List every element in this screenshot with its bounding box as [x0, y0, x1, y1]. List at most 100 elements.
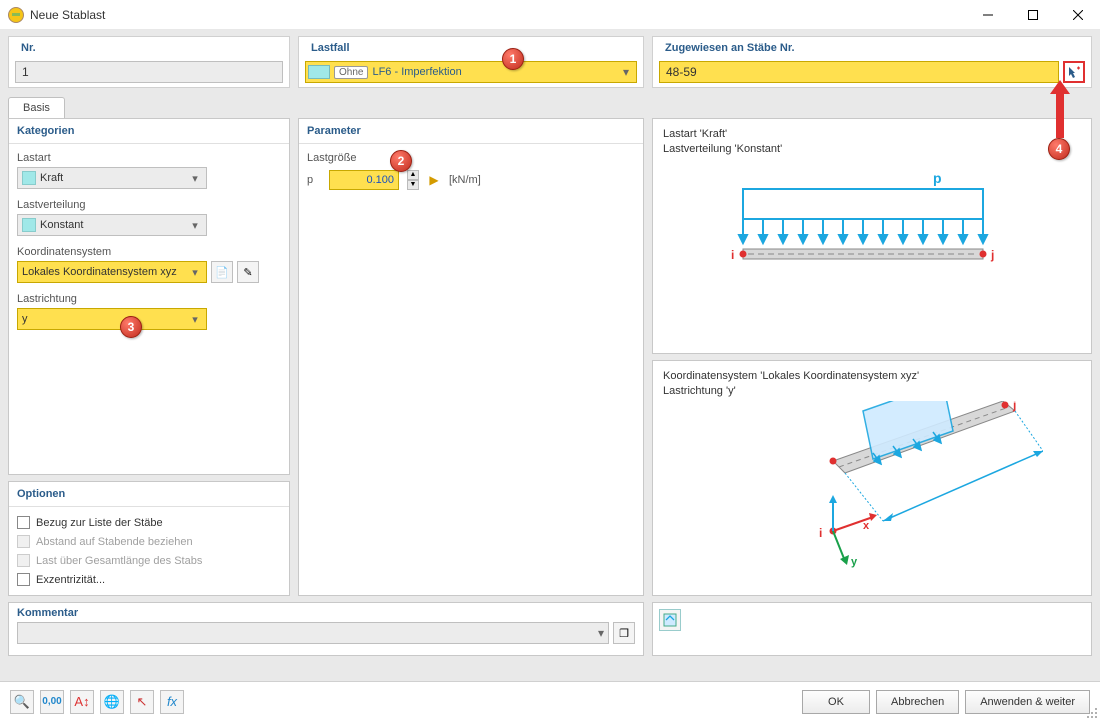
lastverteilung-label: Lastverteilung [17, 199, 281, 211]
p-unit: [kN/m] [449, 174, 481, 186]
footer: 🔍 0,00 A↕ 🌐 ↖ fx OK Abbrechen Anwenden &… [0, 681, 1100, 721]
checkbox-icon [17, 573, 30, 586]
top-row: Nr. Lastfall Ohne LF6 - Imperfektion ▾ Z… [8, 36, 1092, 88]
callout-2: 2 [390, 150, 412, 172]
lastart-label: Lastart [17, 152, 281, 164]
opt-bezug[interactable]: Bezug zur Liste der Stäbe [17, 513, 281, 532]
lastfall-badge: Ohne [334, 66, 368, 79]
lastart-value: Kraft [40, 172, 188, 184]
titlebar: Neue Stablast [0, 0, 1100, 30]
fx-button[interactable]: fx [160, 690, 184, 714]
parameter-header: Parameter [299, 119, 643, 144]
kommentar-row: Kommentar ▾ ❐ [8, 602, 1092, 656]
svg-text:i: i [819, 526, 822, 540]
p-label: p [307, 174, 321, 186]
kommentar-combo[interactable]: ▾ [17, 622, 609, 644]
tabbar: Basis [8, 94, 1092, 118]
callout-3: 3 [120, 316, 142, 338]
cancel-button[interactable]: Abbrechen [876, 690, 959, 714]
nr-label: Nr. [15, 39, 42, 57]
parameter-panel: Parameter Lastgröße p ▲ ▼ ▶ [kN/m] [298, 118, 644, 596]
preview2-line2: Lastrichtung 'y' [663, 384, 1081, 399]
categories-header: Kategorien [9, 119, 289, 144]
assigned-group: Zugewiesen an Stäbe Nr. [652, 36, 1092, 88]
swatch-icon [22, 171, 36, 185]
preview1-line1: Lastart 'Kraft' [663, 127, 1081, 142]
opt-abstand-label: Abstand auf Stabende beziehen [36, 536, 193, 548]
minimize-button[interactable] [965, 0, 1010, 30]
main-row: Kategorien Lastart Kraft▾ Lastverteilung… [8, 118, 1092, 596]
lastfall-text: LF6 - Imperfektion [372, 66, 618, 78]
assigned-label: Zugewiesen an Stäbe Nr. [659, 39, 801, 57]
lastart-combo[interactable]: Kraft▾ [17, 167, 207, 189]
nr-group: Nr. [8, 36, 290, 88]
richtung-combo[interactable]: y▾ [17, 308, 207, 330]
lastverteilung-combo[interactable]: Konstant▾ [17, 214, 207, 236]
preview2-line1: Koordinatensystem 'Lokales Koordinatensy… [663, 369, 1081, 384]
richtung-label: Lastrichtung [17, 293, 281, 305]
opt-exz[interactable]: Exzentrizität... [17, 570, 281, 589]
preview2-svg: j [723, 401, 1043, 591]
close-button[interactable] [1055, 0, 1100, 30]
axes-button[interactable]: A↕ [70, 690, 94, 714]
maximize-button[interactable] [1010, 0, 1055, 30]
lastfall-group: Lastfall Ohne LF6 - Imperfektion ▾ [298, 36, 644, 88]
kommentar-header: Kommentar [17, 607, 635, 622]
pick-button[interactable]: ↖ [130, 690, 154, 714]
dialog-content: Nr. Lastfall Ohne LF6 - Imperfektion ▾ Z… [0, 30, 1100, 681]
global-button[interactable]: 🌐 [100, 690, 124, 714]
view-settings-button[interactable] [659, 609, 681, 631]
kommentar-copy-button[interactable]: ❐ [613, 622, 635, 644]
p-spinner[interactable]: ▲ ▼ [407, 170, 419, 190]
preview-koord: Koordinatensystem 'Lokales Koordinatensy… [652, 360, 1092, 596]
lastfall-swatch [308, 65, 330, 79]
options-panel: Optionen Bezug zur Liste der Stäbe Absta… [8, 481, 290, 596]
chevron-down-icon: ▾ [618, 65, 634, 79]
preview1-svg: p [713, 169, 1013, 299]
p-symbol: p [933, 170, 942, 186]
lastfall-combo[interactable]: Ohne LF6 - Imperfektion ▾ [305, 61, 637, 83]
chevron-down-icon: ▾ [188, 313, 202, 326]
apply-button[interactable]: Anwenden & weiter [965, 690, 1090, 714]
opt-gesamt: Last über Gesamtlänge des Stabs [17, 551, 281, 570]
chevron-down-icon: ▾ [598, 626, 604, 640]
koord-combo[interactable]: Lokales Koordinatensystem xyz▾ [17, 261, 207, 283]
koord-value: Lokales Koordinatensystem xyz [22, 266, 188, 278]
koord-label: Koordinatensystem [17, 246, 281, 258]
ok-button[interactable]: OK [802, 690, 870, 714]
nr-input[interactable] [15, 61, 283, 83]
assigned-input[interactable] [659, 61, 1059, 83]
opt-bezug-label: Bezug zur Liste der Stäbe [36, 517, 163, 529]
lastgroesse-label: Lastgröße [307, 152, 635, 164]
resize-grip-icon[interactable] [1086, 707, 1098, 719]
callout-4: 4 [1048, 138, 1070, 160]
edit-coord-button[interactable]: ✎ [237, 261, 259, 283]
callout-4-arrow [1050, 80, 1070, 140]
opt-gesamt-label: Last über Gesamtlänge des Stabs [36, 555, 202, 567]
preview1-line2: Lastverteilung 'Konstant' [663, 142, 1081, 157]
preview-lastart: Lastart 'Kraft' Lastverteilung 'Konstant… [652, 118, 1092, 354]
p-apply-icon[interactable]: ▶ [427, 170, 441, 190]
tab-basis[interactable]: Basis [8, 97, 65, 118]
spin-up-icon[interactable]: ▲ [407, 170, 419, 180]
units-button[interactable]: 0,00 [40, 690, 64, 714]
options-header: Optionen [9, 482, 289, 507]
checkbox-icon [17, 535, 30, 548]
chevron-down-icon: ▾ [188, 219, 202, 232]
j-label: j [990, 248, 994, 262]
p-input[interactable] [329, 170, 399, 190]
help-button[interactable]: 🔍 [10, 690, 34, 714]
left-column: Kategorien Lastart Kraft▾ Lastverteilung… [8, 118, 290, 596]
svg-text:x: x [863, 520, 870, 532]
checkbox-icon [17, 554, 30, 567]
swatch-icon [22, 218, 36, 232]
spin-down-icon[interactable]: ▼ [407, 180, 419, 190]
chevron-down-icon: ▾ [188, 172, 202, 185]
new-coord-button[interactable]: 📄 [211, 261, 233, 283]
chevron-down-icon: ▾ [188, 266, 202, 279]
svg-text:y: y [851, 556, 858, 568]
opt-abstand: Abstand auf Stabende beziehen [17, 532, 281, 551]
lastverteilung-value: Konstant [40, 219, 188, 231]
app-icon [8, 7, 24, 23]
side-box [652, 602, 1092, 656]
